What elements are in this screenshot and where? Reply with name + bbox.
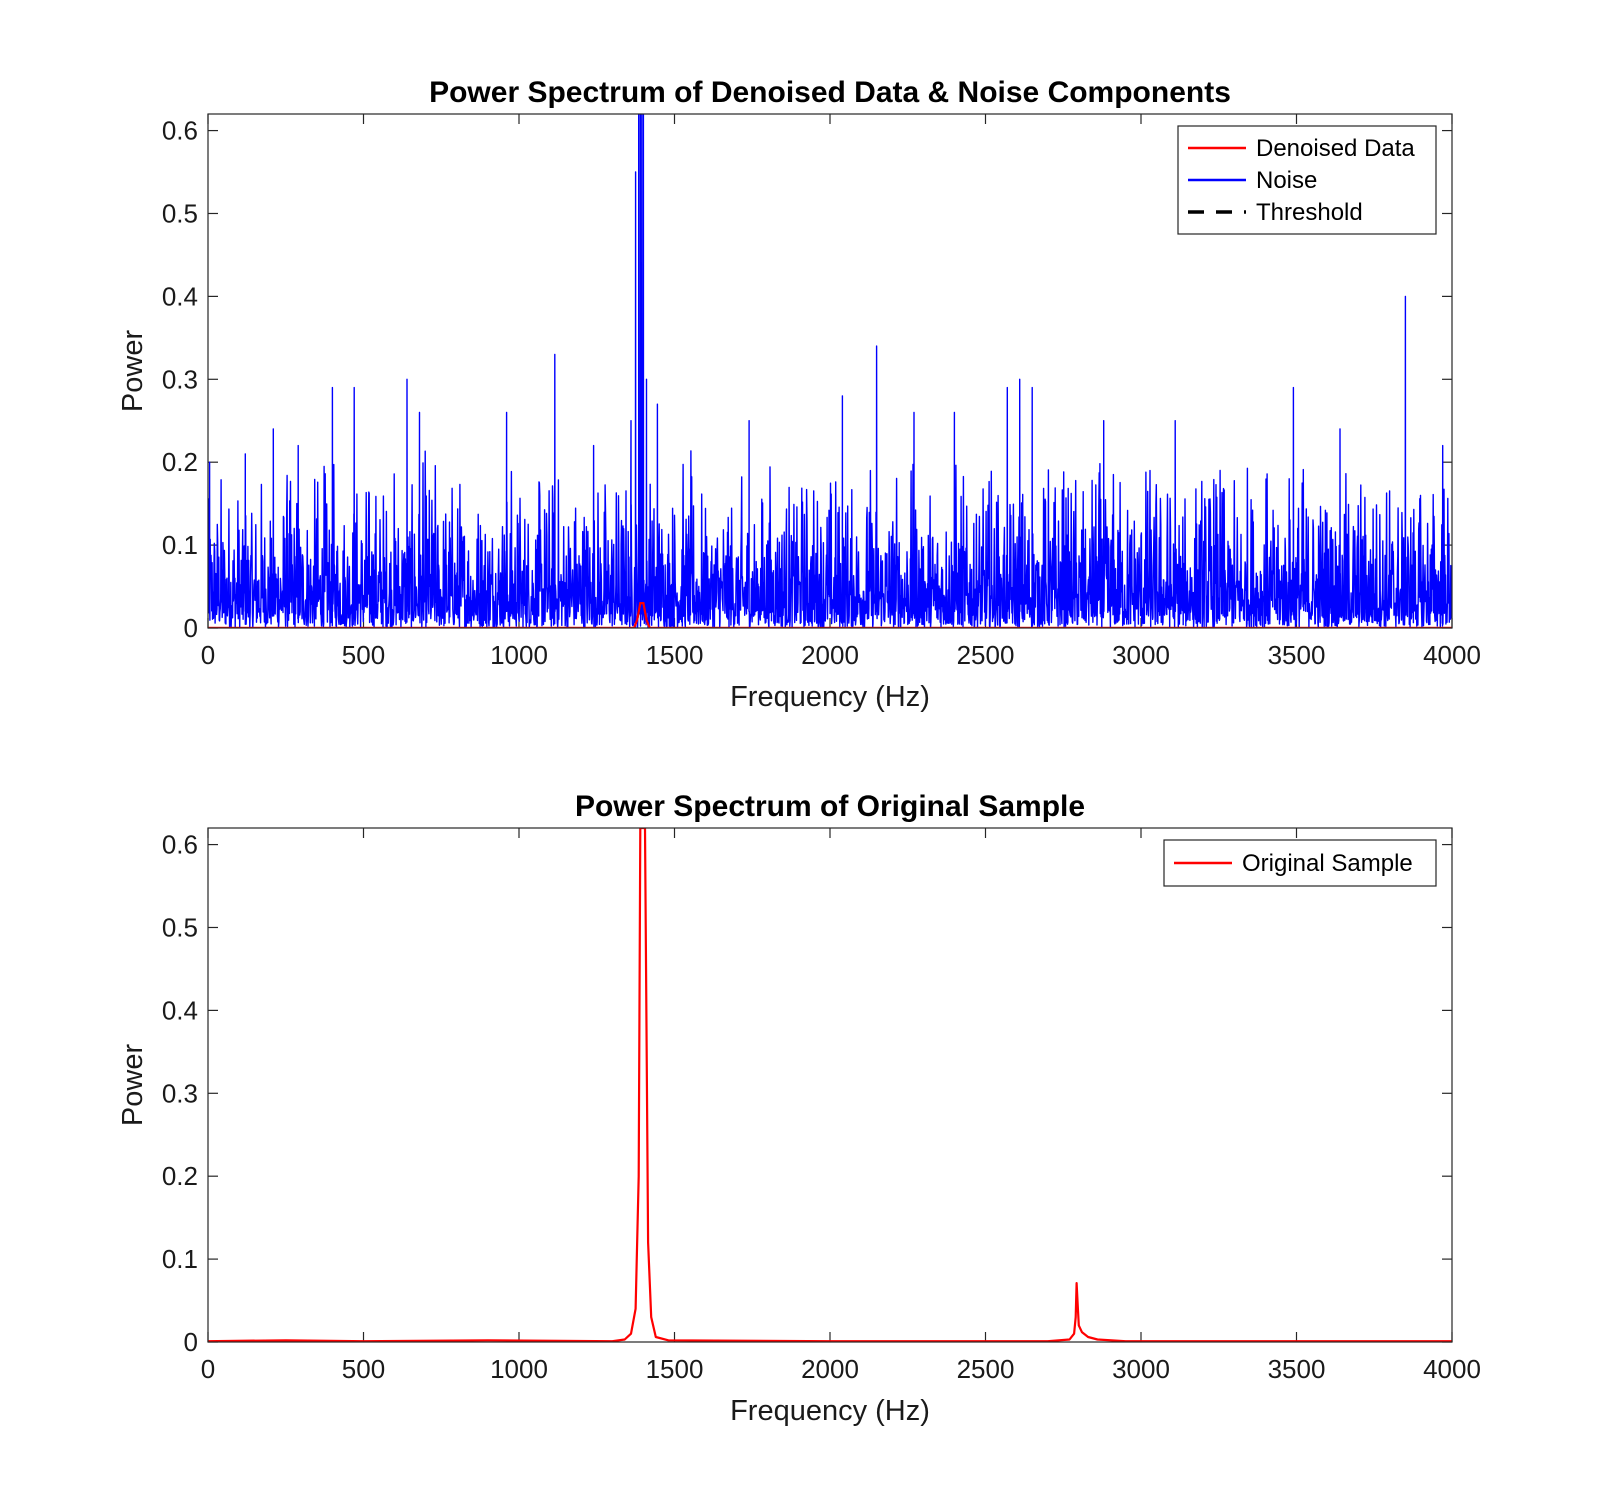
series-line-original-sample [208,828,1452,1342]
axes-box-top [207,113,1453,629]
y-tick-label: 0.1 [162,530,198,560]
x-tick-label: 3500 [1268,640,1326,670]
y-tick-label: 0.1 [162,1244,198,1274]
y-axis-label-bottom: Power [117,1044,149,1127]
x-tick-label: 3000 [1112,1354,1170,1384]
x-tick-label: 1000 [490,640,548,670]
x-tick-label: 4000 [1423,1354,1481,1384]
x-axis-label-top: Frequency (Hz) [730,681,930,713]
y-tick-label: 0.4 [162,281,198,311]
plot-area-bottom [208,828,1452,1342]
y-tick-label: 0.2 [162,1161,198,1191]
x-tick-label: 500 [342,640,385,670]
x-tick-label: 2500 [957,640,1015,670]
y-tick-label: 0 [184,1327,198,1357]
axes-box-bottom [207,827,1453,1343]
chart-original-sample: Power Spectrum of Original Sample 0 500 10… [117,790,1481,1427]
y-tick-label: 0.3 [162,364,198,394]
x-tick-label: 4000 [1423,640,1481,670]
x-tick-label: 3000 [1112,640,1170,670]
series-layer-bottom [208,828,1452,1342]
x-tick-label: 2000 [801,1354,859,1384]
series-line-noise [208,114,1452,628]
chart-denoised-noise: Power Spectrum of Denoised Data & Noise … [117,76,1481,713]
chart-title-top: Power Spectrum of Denoised Data & Noise … [429,76,1231,109]
y-tick-label: 0 [184,613,198,643]
legend-label: Original Sample [1242,850,1413,877]
y-tick-label: 0.4 [162,995,198,1025]
y-tick-label: 0.5 [162,198,198,228]
y-axis-ticks-bottom: 0 0.1 0.2 0.3 0.4 0.5 0.6 [162,830,1452,1357]
y-axis-ticks-top: 0 0.1 0.2 0.3 0.4 0.5 0.6 [162,116,1452,643]
legend-bottom: Original Sample [1163,839,1437,887]
x-tick-label: 3500 [1268,1354,1326,1384]
x-tick-label: 1500 [646,640,704,670]
y-tick-label: 0.5 [162,912,198,942]
x-tick-label: 0 [201,640,215,670]
x-tick-label: 1000 [490,1354,548,1384]
x-tick-label: 1500 [646,1354,704,1384]
x-tick-label: 0 [201,1354,215,1384]
y-tick-label: 0.2 [162,447,198,477]
y-axis-label-top: Power [117,330,149,413]
legend-label: Noise [1256,167,1317,194]
legend-label: Threshold [1256,199,1363,226]
series-line-denoised-data-overlay [208,602,1452,628]
x-tick-label: 500 [342,1354,385,1384]
x-axis-label-bottom: Frequency (Hz) [730,1395,930,1427]
legend-label: Denoised Data [1256,135,1415,162]
y-tick-label: 0.6 [162,830,198,860]
legend-top: Denoised Data Noise Threshold [1177,125,1437,235]
chart-title-bottom: Power Spectrum of Original Sample [575,790,1085,823]
legend-box [1163,839,1437,887]
x-axis-ticks-top: 0 500 1000 1500 2000 2500 3000 3500 4000 [201,114,1481,670]
x-tick-label: 2000 [801,640,859,670]
y-tick-label: 0.3 [162,1078,198,1108]
series-layer-top [208,114,1452,628]
x-axis-ticks-bottom: 0 500 1000 1500 2000 2500 3000 3500 4000 [201,828,1481,1384]
y-tick-label: 0.6 [162,116,198,146]
x-tick-label: 2500 [957,1354,1015,1384]
